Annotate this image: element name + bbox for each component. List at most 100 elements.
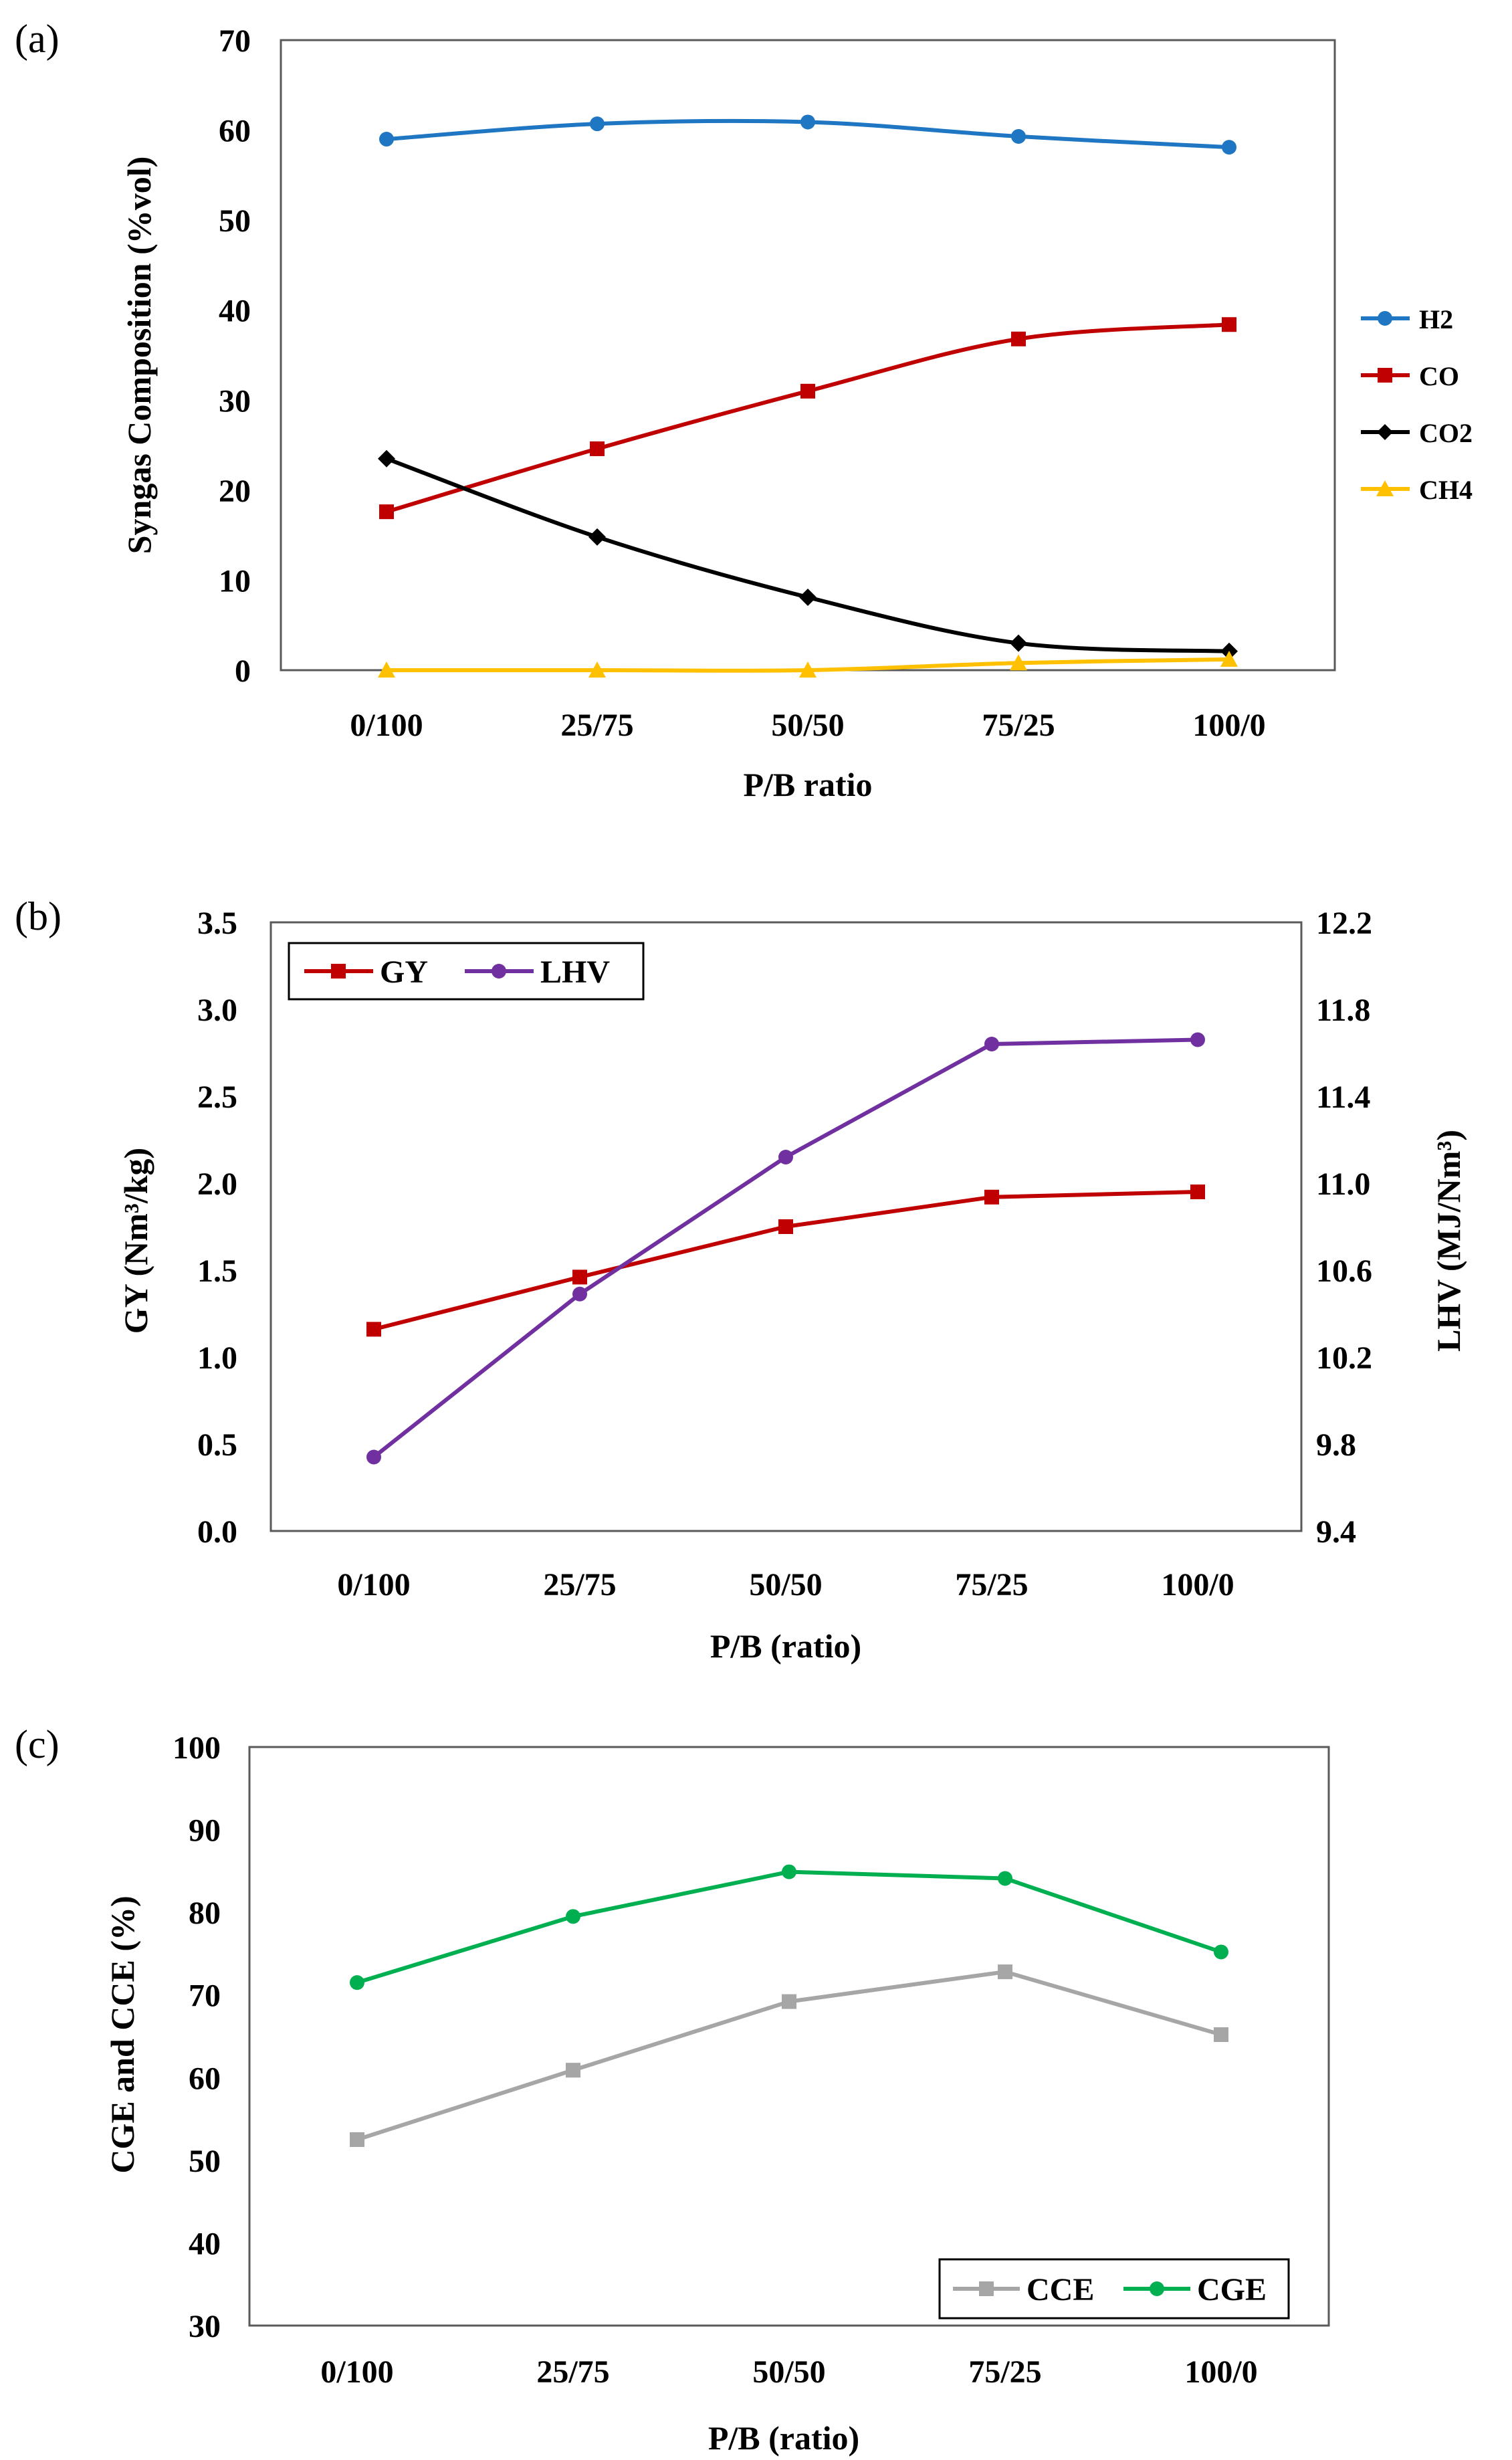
y-tick-label-a-6: 60 <box>219 114 251 149</box>
panel-a-label: (a) <box>15 17 60 61</box>
data-point-c-cce-2 <box>782 1994 796 2009</box>
chart-panel-b: (b) 0.0 0.5 1.0 1.5 2.0 2.5 3.0 3.5 9.4 9.8 10.2 1… <box>15 894 1467 1665</box>
x-tick-label-c-4: 100/0 <box>1184 2354 1257 2390</box>
panel-b-label: (b) <box>15 894 62 938</box>
data-point-a-co2-1 <box>588 528 606 546</box>
x-tick-label-a-3: 75/25 <box>982 708 1055 743</box>
data-point-a-h2-3 <box>1011 128 1026 144</box>
data-point-a-co2-0 <box>378 449 395 468</box>
x-tick-label-a-2: 50/50 <box>771 708 844 743</box>
x-tick-label-b-4: 100/0 <box>1161 1567 1234 1603</box>
legend-item-h2: H2 <box>1361 304 1453 334</box>
data-point-a-ch4-1 <box>588 661 606 678</box>
data-point-c-cce-3 <box>998 1964 1012 1980</box>
data-point-b-lhv-1 <box>572 1286 587 1302</box>
y-tick-label-a-5: 50 <box>219 203 251 239</box>
series-b-lhv <box>366 1032 1205 1465</box>
y2-tick-label-b-3: 10.6 <box>1316 1253 1372 1289</box>
data-point-a-ch4-2 <box>799 661 817 678</box>
legend-item-cce: CCE <box>953 2272 1094 2308</box>
data-point-c-cge-0 <box>350 1975 364 1990</box>
data-point-c-cce-4 <box>1214 2027 1228 2043</box>
legend-item-lhv: LHV <box>465 954 610 990</box>
series-b-gy <box>366 1185 1205 1337</box>
y-tick-label-b-6: 3.0 <box>197 993 237 1028</box>
data-point-c-cce-0 <box>350 2132 364 2147</box>
y-tick-label-b-5: 2.5 <box>197 1080 237 1115</box>
data-point-a-h2-1 <box>590 116 605 132</box>
y2-tick-label-b-2: 10.2 <box>1316 1340 1372 1376</box>
series-a-co <box>379 317 1236 520</box>
svg-text:CH4: CH4 <box>1419 475 1473 505</box>
data-point-a-co-3 <box>1011 331 1026 346</box>
y2-tick-label-b-5: 11.4 <box>1316 1080 1370 1115</box>
x-tick-label-c-2: 50/50 <box>752 2354 825 2390</box>
x-tick-label-b-0: 0/100 <box>337 1567 410 1603</box>
y2-tick-label-b-6: 11.8 <box>1316 993 1370 1028</box>
legend-item-cge: CGE <box>1123 2272 1267 2308</box>
data-point-b-lhv-2 <box>778 1150 793 1164</box>
data-point-c-cge-3 <box>998 1871 1012 1886</box>
y-tick-label-c-0: 30 <box>189 2309 221 2344</box>
plot-area-c <box>248 1746 1330 2327</box>
y-tick-label-c-4: 70 <box>189 1978 221 2014</box>
data-point-a-h2-0 <box>379 132 394 147</box>
chart-panel-c: (c) 30 40 50 60 70 80 90 100 0/100 25/75 50/50 75/… <box>15 1722 1330 2457</box>
legend-item-gy: GY <box>304 954 428 990</box>
data-point-c-cce-1 <box>566 2063 580 2078</box>
data-point-a-co2-2 <box>799 588 817 606</box>
series-line-a-co2 <box>385 456 1230 653</box>
x-tick-label-a-0: 0/100 <box>350 708 423 743</box>
series-c-cce <box>350 1964 1228 2147</box>
legend-c: CCE CGE <box>938 2258 1290 2320</box>
panel-c-label: (c) <box>15 1722 60 1766</box>
legend-item-co2: CO2 <box>1361 418 1473 448</box>
x-tick-label-b-3: 75/25 <box>955 1567 1028 1603</box>
data-point-a-ch4-3 <box>1010 654 1027 671</box>
data-point-a-ch4-0 <box>378 661 395 678</box>
svg-text:CO: CO <box>1419 361 1459 391</box>
series-c-cge <box>350 1864 1228 1990</box>
chart-panel-a: (a) 0 10 20 30 40 50 60 70 0/100 25/75 50/50 75/25… <box>15 17 1473 803</box>
data-point-b-lhv-4 <box>1190 1032 1205 1047</box>
data-point-b-gy-1 <box>572 1269 587 1285</box>
svg-text:H2: H2 <box>1419 304 1453 334</box>
data-point-b-gy-0 <box>366 1322 381 1337</box>
y2-tick-label-b-1: 9.8 <box>1316 1427 1356 1463</box>
legend-item-co: CO <box>1361 361 1459 391</box>
y-tick-label-a-3: 30 <box>219 383 251 419</box>
x-tick-label-c-3: 75/25 <box>968 2354 1041 2390</box>
y-tick-label-a-7: 70 <box>219 23 251 59</box>
data-point-b-gy-3 <box>984 1189 999 1205</box>
x-tick-label-a-4: 100/0 <box>1192 708 1265 743</box>
y-tick-label-c-1: 40 <box>189 2226 221 2261</box>
plot-area-b <box>269 921 1303 1532</box>
y-tick-label-b-3: 1.5 <box>197 1253 237 1289</box>
series-line-c-cge <box>356 1869 1222 1985</box>
x-axis-title-a: P/B ratio <box>743 766 872 803</box>
data-point-c-cge-2 <box>782 1864 796 1879</box>
y-axis-title-a: Syngas Composition (%vol) <box>120 157 158 554</box>
data-point-b-lhv-3 <box>984 1037 999 1051</box>
y2-tick-label-b-0: 9.4 <box>1316 1514 1356 1550</box>
data-point-b-gy-2 <box>778 1219 793 1234</box>
y-tick-label-b-4: 2.0 <box>197 1166 237 1202</box>
series-a-ch4 <box>378 650 1238 678</box>
y-axis-title-c: CGE and CCE (%) <box>104 1895 141 2173</box>
series-line-b-lhv <box>372 1037 1198 1459</box>
y-tick-label-c-2: 50 <box>189 2144 221 2179</box>
data-point-a-co-2 <box>800 383 815 399</box>
y-tick-label-a-2: 20 <box>219 474 251 509</box>
y-tick-label-b-1: 0.5 <box>197 1427 237 1463</box>
data-point-a-h2-4 <box>1222 140 1236 155</box>
data-point-c-cge-1 <box>566 1909 580 1924</box>
data-point-a-ch4-4 <box>1220 650 1238 667</box>
data-point-b-lhv-0 <box>366 1449 381 1465</box>
y-tick-label-c-5: 80 <box>189 1895 221 1931</box>
y-tick-label-a-0: 0 <box>235 653 251 689</box>
y-tick-label-b-7: 3.5 <box>197 906 237 941</box>
series-line-b-gy <box>373 1190 1198 1332</box>
legend-item-ch4: CH4 <box>1361 475 1473 505</box>
y-tick-label-c-3: 60 <box>189 2061 221 2096</box>
